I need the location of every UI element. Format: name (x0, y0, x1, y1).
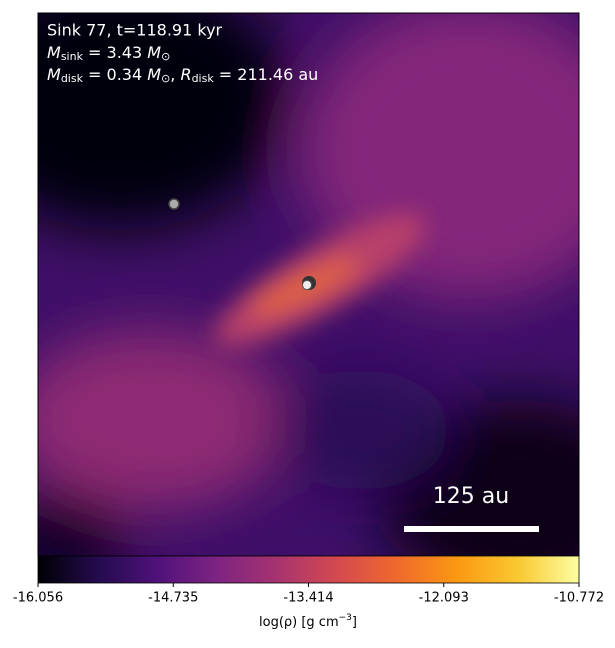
scale-bar-label: 125 au (433, 484, 509, 509)
annotation: Msink = 3.43 M⊙ (47, 43, 170, 64)
scale-bar (404, 526, 539, 532)
x-tick-label: -13.414 (283, 591, 333, 606)
x-tick-label: -14.735 (148, 591, 198, 606)
x-tick-label: -10.772 (554, 591, 604, 606)
annotation: Sink 77, t=118.91 kyr (47, 21, 223, 40)
x-tick-label: -16.056 (13, 591, 63, 606)
x-tick-label: -12.093 (419, 591, 469, 606)
density-image (38, 13, 579, 556)
colorbar (37, 555, 580, 584)
annotation: Mdisk = 0.34 M⊙, Rdisk = 211.46 au (47, 65, 318, 86)
colorbar-label: log(ρ) [g cm−3] (259, 613, 357, 630)
